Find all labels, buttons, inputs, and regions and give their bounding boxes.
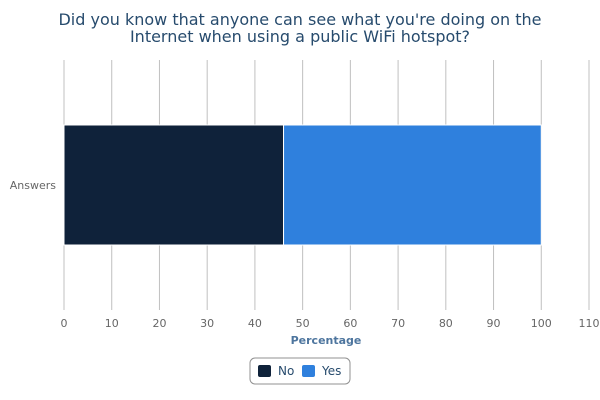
- bars: [63, 124, 542, 246]
- legend[interactable]: No Yes: [249, 357, 351, 385]
- x-tick-label: 80: [439, 317, 453, 330]
- x-tick-label: 20: [152, 317, 166, 330]
- legend-label-no[interactable]: No: [278, 364, 294, 378]
- chart-title-line: Did you know that anyone can see what yo…: [58, 10, 541, 29]
- x-tick-label: 10: [105, 317, 119, 330]
- x-tick-label: 40: [248, 317, 262, 330]
- x-tick-label: 60: [343, 317, 357, 330]
- x-tick-label: 100: [531, 317, 552, 330]
- x-tick-label: 50: [296, 317, 310, 330]
- chart-title: Did you know that anyone can see what yo…: [58, 10, 541, 46]
- legend-swatch-no[interactable]: [258, 365, 271, 377]
- legend-swatch-yes[interactable]: [302, 365, 315, 377]
- legend-label-yes[interactable]: Yes: [321, 364, 341, 378]
- x-tick-label: 30: [200, 317, 214, 330]
- x-axis-title: Percentage: [291, 334, 362, 347]
- legend-box: [249, 357, 351, 385]
- x-tick-labels: 0 10 20 30 40 50 60 70 80 90 100 110: [61, 317, 600, 330]
- category-label: Answers: [10, 179, 57, 192]
- chart-title-line: Internet when using a public WiFi hotspo…: [130, 27, 470, 46]
- x-tick-label: 90: [487, 317, 501, 330]
- x-tick-label: 70: [391, 317, 405, 330]
- bar-yes[interactable]: [283, 124, 542, 246]
- x-tick-label: 0: [61, 317, 68, 330]
- category-labels: Answers: [10, 179, 57, 192]
- x-tick-label: 110: [579, 317, 600, 330]
- bar-no[interactable]: [63, 124, 285, 246]
